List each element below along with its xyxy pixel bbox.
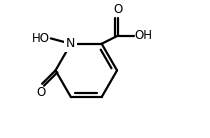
Text: O: O — [113, 3, 122, 16]
Text: OH: OH — [134, 29, 152, 42]
Text: O: O — [37, 87, 46, 99]
Text: N: N — [66, 37, 76, 50]
Text: HO: HO — [32, 32, 50, 45]
